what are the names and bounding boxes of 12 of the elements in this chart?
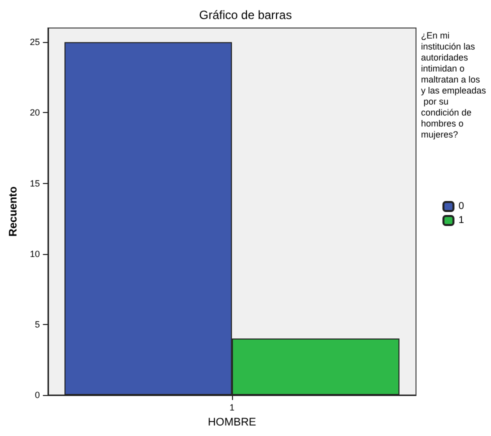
y-tick-label: 10 [30,248,40,259]
y-tick-label: 20 [30,108,40,118]
text: ¿En mi institución las autoridades intimidan o maltratan a los y las empleadas por su condición de hombres o mujeres? [421,30,486,140]
chart-title: Gráfico de barras [199,8,292,22]
y-tick-label: 5 [34,319,40,330]
x-axis-title: HOMBRE [208,416,256,428]
y-tick-label: 0 [34,390,40,400]
legend-label: 1 [458,215,464,226]
y-tick-label: 15 [30,178,40,188]
y-axis-title: Recuento [8,186,20,237]
legend-label: 0 [458,201,464,212]
y-tick-label: 25 [30,37,40,48]
